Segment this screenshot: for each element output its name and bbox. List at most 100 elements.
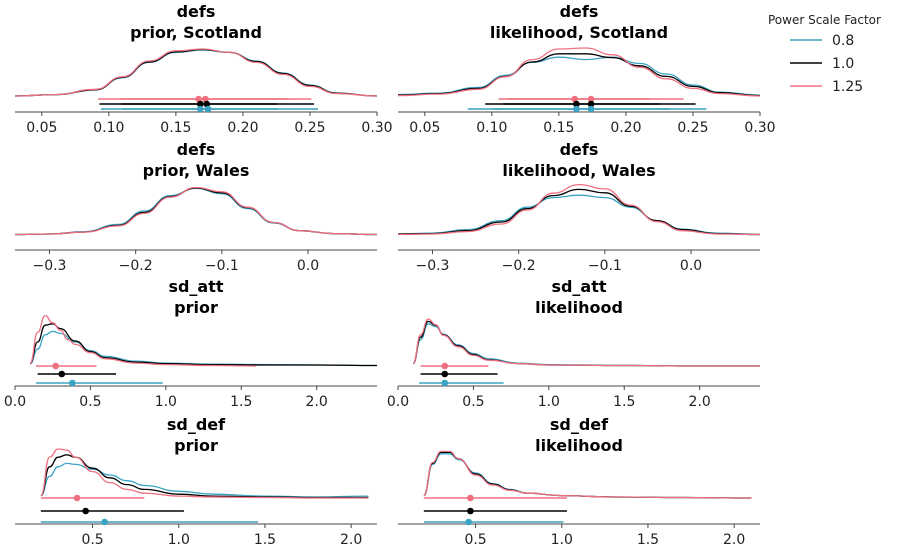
density-curve-1.25 xyxy=(14,186,378,236)
density-curve-1.0 xyxy=(412,320,760,367)
legend-title: Power Scale Factor xyxy=(768,13,881,27)
density-curve-1.0 xyxy=(397,188,761,236)
x-tick-label: 1.5 xyxy=(613,394,635,410)
point-estimate-1.0 xyxy=(58,370,66,378)
density-curve-1.25 xyxy=(40,448,369,499)
panel-subtitle: likelihood xyxy=(535,298,623,317)
panel-subtitle: prior xyxy=(174,436,218,455)
x-tick-label: 0.0 xyxy=(297,258,319,274)
x-tick-label: −0.2 xyxy=(119,258,153,274)
x-tick-label: −0.3 xyxy=(32,258,66,274)
panel-defs-likelihood-wales: defs likelihood, Wales −0.3 −0.2 −0.1 0.0 xyxy=(397,95,761,274)
density-curve-1.0 xyxy=(14,187,378,236)
x-tick-label: 1.5 xyxy=(637,532,659,548)
point-estimate-0.8 xyxy=(441,379,449,387)
panel-subtitle: prior, Wales xyxy=(143,161,250,180)
panel-defs-likelihood-scotland: defs likelihood, Scotland 0.05 0.10 0.15 0.20… xyxy=(397,2,776,136)
density-curve-0.8 xyxy=(14,187,378,236)
point-estimate-1.25 xyxy=(52,362,60,370)
x-tick-label: 0.5 xyxy=(462,394,484,410)
x-tick-label: −0.3 xyxy=(415,258,449,274)
panel-sd-def-likelihood: sd_def likelihood 0.5 1.0 1.5 2.0 xyxy=(398,415,760,548)
panel-title: sd_def xyxy=(167,415,226,434)
point-estimate-0.8 xyxy=(197,105,204,113)
x-tick-label: 0.5 xyxy=(81,532,103,548)
legend: Power Scale Factor 0.8 1.0 1.25 xyxy=(768,13,881,95)
x-tick-label: 0.10 xyxy=(93,120,124,136)
panel-sd-att-likelihood: sd_att likelihood 0.0 0.5 1.0 1.5 2.0 xyxy=(387,277,760,410)
panel-subtitle: prior, Scotland xyxy=(130,23,262,42)
panel-defs-prior-scotland: defs prior, Scotland 0.05 0.10 0.15 0.20 0.25 0… xyxy=(14,2,393,136)
panel-subtitle: likelihood, Scotland xyxy=(490,23,668,42)
point-estimate-1.0 xyxy=(467,507,474,515)
x-tick-label: 1.5 xyxy=(230,394,252,410)
density-curve-1.25 xyxy=(397,183,761,236)
point-estimate-0.8 xyxy=(573,105,580,113)
point-estimate-0.8 xyxy=(101,518,108,526)
point-estimate-1.25 xyxy=(571,95,578,103)
point-estimate-1.25 xyxy=(195,95,202,103)
x-tick-label: −0.1 xyxy=(588,258,622,274)
x-tick-label: 0.15 xyxy=(160,120,191,136)
x-tick-label: 1.0 xyxy=(551,532,573,548)
density-curve-1.25 xyxy=(412,318,760,367)
density-curve-0.8 xyxy=(423,453,752,499)
point-estimate-1.25 xyxy=(73,494,81,502)
x-tick-label: 0.15 xyxy=(543,120,574,136)
panel-title: defs xyxy=(560,140,599,159)
panel-subtitle: likelihood, Wales xyxy=(502,161,655,180)
x-tick-label: 0.10 xyxy=(476,120,507,136)
density-curve-0.8 xyxy=(412,323,760,367)
x-tick-label: 0.0 xyxy=(680,258,702,274)
density-curve-1.0 xyxy=(423,451,752,499)
point-estimate-1.0 xyxy=(197,100,204,108)
x-tick-label: 2.0 xyxy=(723,532,745,548)
panel-subtitle: likelihood xyxy=(535,436,623,455)
density-curve-0.8 xyxy=(40,462,369,498)
x-tick-label: 0.25 xyxy=(677,120,708,136)
x-tick-label: 2.0 xyxy=(689,394,711,410)
x-tick-label: 0.5 xyxy=(464,532,486,548)
x-tick-label: 1.5 xyxy=(254,532,276,548)
density-curve-1.0 xyxy=(40,454,369,499)
density-curve-0.8 xyxy=(397,194,761,236)
x-tick-label: 0.05 xyxy=(409,120,440,136)
panel-title: defs xyxy=(177,140,216,159)
x-tick-label: 1.0 xyxy=(538,394,560,410)
panel-title: sd_att xyxy=(168,277,223,296)
density-curve-1.25 xyxy=(29,314,257,367)
legend-label-1.25: 1.25 xyxy=(832,79,863,95)
legend-label-1.0: 1.0 xyxy=(832,56,854,72)
panel-subtitle: prior xyxy=(174,298,218,317)
x-tick-label: 0.20 xyxy=(227,120,258,136)
density-curve-1.25 xyxy=(397,47,761,97)
x-tick-label: 0.20 xyxy=(610,120,641,136)
density-curve-1.0 xyxy=(29,323,378,367)
density-curve-1.0 xyxy=(397,53,761,97)
panels-group: defs prior, Scotland 0.05 0.10 0.15 0.20 0.25 0… xyxy=(4,2,776,548)
x-tick-label: 2.0 xyxy=(340,532,362,548)
point-estimate-1.25 xyxy=(467,494,474,502)
point-estimate-0.8 xyxy=(465,518,472,526)
x-tick-label: −0.1 xyxy=(205,258,239,274)
x-tick-label: 1.0 xyxy=(155,394,177,410)
x-tick-label: 0.30 xyxy=(744,120,775,136)
panel-title: defs xyxy=(560,2,599,21)
x-tick-label: 1.0 xyxy=(168,532,190,548)
x-tick-label: 0.30 xyxy=(361,120,392,136)
panel-title: sd_att xyxy=(551,277,606,296)
x-tick-label: 2.0 xyxy=(306,394,328,410)
point-estimate-1.0 xyxy=(82,507,89,515)
density-curve-1.25 xyxy=(14,48,378,97)
density-curve-1.25 xyxy=(423,450,752,499)
point-estimate-1.0 xyxy=(441,370,449,378)
point-estimate-0.8 xyxy=(69,379,76,387)
panel-title: sd_def xyxy=(550,415,609,434)
point-estimate-1.25 xyxy=(441,362,449,370)
x-tick-label: 0.0 xyxy=(4,394,26,410)
x-tick-label: −0.2 xyxy=(502,258,536,274)
panel-defs-prior-wales: defs prior, Wales −0.3 −0.2 −0.1 0.0 xyxy=(14,95,378,274)
